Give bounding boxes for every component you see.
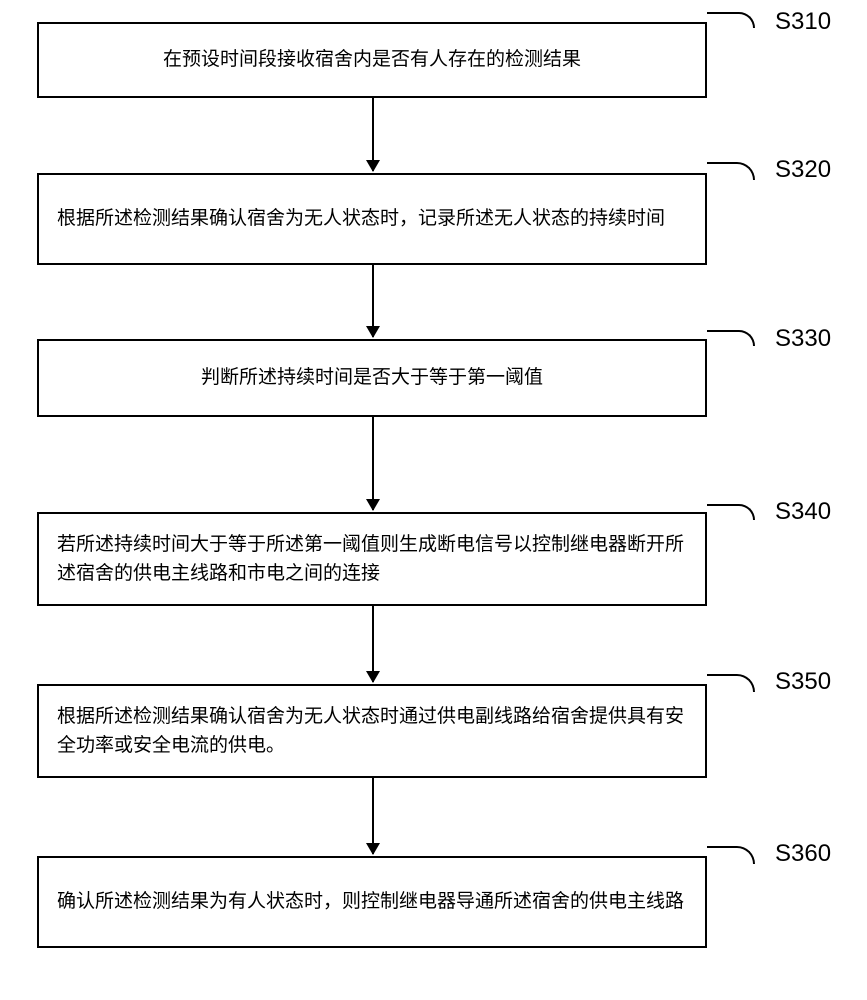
step-text: 判断所述持续时间是否大于等于第一阈值 bbox=[57, 363, 687, 392]
arrow-s310-s320 bbox=[372, 98, 374, 171]
step-text: 根据所述检测结果确认宿舍为无人状态时通过供电副线路给宿舍提供具有安全功率或安全电… bbox=[57, 702, 687, 761]
step-label-s310: S310 bbox=[775, 8, 831, 36]
callout-s360 bbox=[707, 846, 755, 864]
callout-s310 bbox=[707, 12, 755, 28]
callout-s330 bbox=[707, 330, 755, 346]
flowchart-step-s360: 确认所述检测结果为有人状态时，则控制继电器导通所述宿舍的供电主线路 bbox=[37, 856, 707, 948]
callout-s350 bbox=[707, 674, 755, 692]
arrow-s340-s350 bbox=[372, 606, 374, 682]
step-text: 根据所述检测结果确认宿舍为无人状态时，记录所述无人状态的持续时间 bbox=[57, 204, 665, 233]
flowchart-step-s330: 判断所述持续时间是否大于等于第一阈值 bbox=[37, 339, 707, 417]
flowchart-step-s350: 根据所述检测结果确认宿舍为无人状态时通过供电副线路给宿舍提供具有安全功率或安全电… bbox=[37, 684, 707, 778]
arrow-s320-s330 bbox=[372, 265, 374, 337]
step-text: 确认所述检测结果为有人状态时，则控制继电器导通所述宿舍的供电主线路 bbox=[57, 887, 684, 916]
flowchart-container: 在预设时间段接收宿舍内是否有人存在的检测结果 S310 根据所述检测结果确认宿舍… bbox=[0, 0, 867, 1000]
arrow-s350-s360 bbox=[372, 778, 374, 854]
callout-s320 bbox=[707, 162, 755, 180]
step-label-s330: S330 bbox=[775, 325, 831, 353]
step-label-s340: S340 bbox=[775, 498, 831, 526]
flowchart-step-s310: 在预设时间段接收宿舍内是否有人存在的检测结果 bbox=[37, 22, 707, 98]
callout-s340 bbox=[707, 504, 755, 520]
flowchart-step-s340: 若所述持续时间大于等于所述第一阈值则生成断电信号以控制继电器断开所述宿舍的供电主… bbox=[37, 512, 707, 606]
step-label-s320: S320 bbox=[775, 156, 831, 184]
flowchart-step-s320: 根据所述检测结果确认宿舍为无人状态时，记录所述无人状态的持续时间 bbox=[37, 173, 707, 265]
step-label-s350: S350 bbox=[775, 668, 831, 696]
step-text: 若所述持续时间大于等于所述第一阈值则生成断电信号以控制继电器断开所述宿舍的供电主… bbox=[57, 530, 687, 589]
arrow-s330-s340 bbox=[372, 417, 374, 510]
step-label-s360: S360 bbox=[775, 840, 831, 868]
step-text: 在预设时间段接收宿舍内是否有人存在的检测结果 bbox=[57, 45, 687, 74]
